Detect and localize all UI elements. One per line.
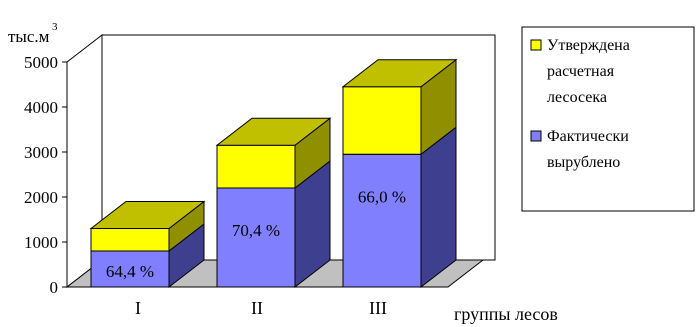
chart-labels: 64,4 % I 70,4 % II 66,0 % III	[106, 187, 406, 318]
x-category-label: I	[135, 298, 141, 318]
legend-label-blue-line2: вырублено	[547, 154, 620, 171]
x-category-label: II	[251, 298, 263, 318]
legend-label-blue-line1: Фактически	[547, 128, 629, 145]
bar-top-face	[341, 59, 458, 88]
bar-percent-label: 70,4 %	[232, 221, 280, 240]
chart-legend: Утверждена расчетная лесосека Фактически…	[521, 26, 695, 212]
bar-segment	[215, 117, 332, 190]
bar-segment	[341, 58, 458, 156]
legend-label-yellow-line2: расчетная	[547, 63, 615, 80]
bar-stacks	[89, 58, 458, 289]
bar-top-face	[215, 117, 332, 146]
bar-front-face	[216, 144, 296, 189]
bar-percent-label: 64,4 %	[106, 262, 154, 281]
value-axis: 0 1000 2000 3000 4000 5000	[24, 53, 448, 297]
bar-segment	[342, 126, 457, 289]
bar-side-face	[420, 126, 457, 289]
y-axis-title: тыс.м	[8, 27, 50, 46]
legend-label-yellow-line3: лесосека	[547, 89, 607, 106]
bar-percent-label: 66,0 %	[358, 187, 406, 206]
y-tick-label: 2000	[24, 188, 58, 207]
legend-swatch-yellow	[530, 39, 542, 51]
legend-frame	[521, 26, 695, 212]
y-tick-label: 1000	[24, 233, 58, 252]
bar-front-face	[342, 153, 422, 288]
bar-segment	[89, 200, 206, 253]
bar-front-face	[90, 228, 170, 252]
y-tick-label: 0	[50, 278, 59, 297]
legend-swatch-blue	[530, 130, 542, 142]
y-tick-label: 4000	[24, 98, 58, 117]
x-axis-title: группы лесов	[454, 304, 558, 324]
bar-top-face	[89, 201, 206, 229]
legend-label-yellow-line1: Утверждена	[547, 37, 630, 54]
y-tick-label: 5000	[24, 53, 58, 72]
y-tick-label: 3000	[24, 143, 58, 162]
bar-front-face	[342, 86, 422, 155]
y-axis-title-superscript: 3	[52, 21, 58, 33]
x-category-label: III	[369, 298, 387, 318]
